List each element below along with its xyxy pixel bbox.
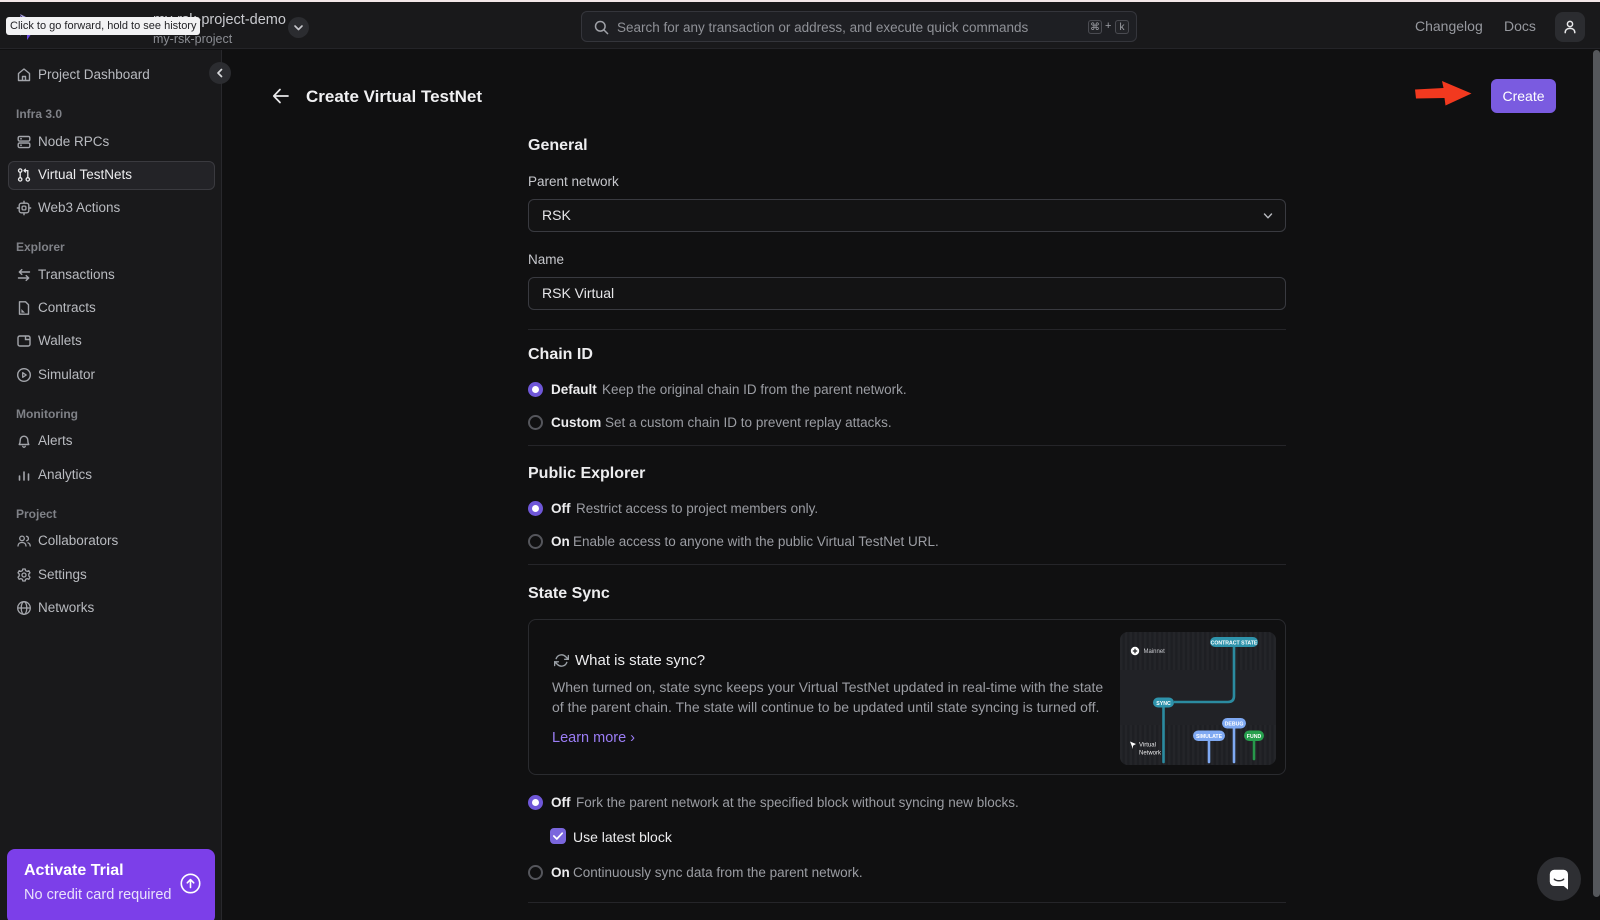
svg-text:SYNC: SYNC: [1156, 701, 1171, 707]
svg-text:Mainnet: Mainnet: [1144, 649, 1166, 655]
svg-text:CONTRACT STATE: CONTRACT STATE: [1211, 640, 1258, 646]
svg-text:SIMULATE: SIMULATE: [1196, 734, 1223, 740]
svg-text:Virtual: Virtual: [1139, 743, 1156, 749]
svg-text:DEBUG: DEBUG: [1225, 722, 1244, 728]
svg-text:FUND: FUND: [1247, 734, 1262, 740]
svg-text:Network: Network: [1139, 751, 1162, 757]
